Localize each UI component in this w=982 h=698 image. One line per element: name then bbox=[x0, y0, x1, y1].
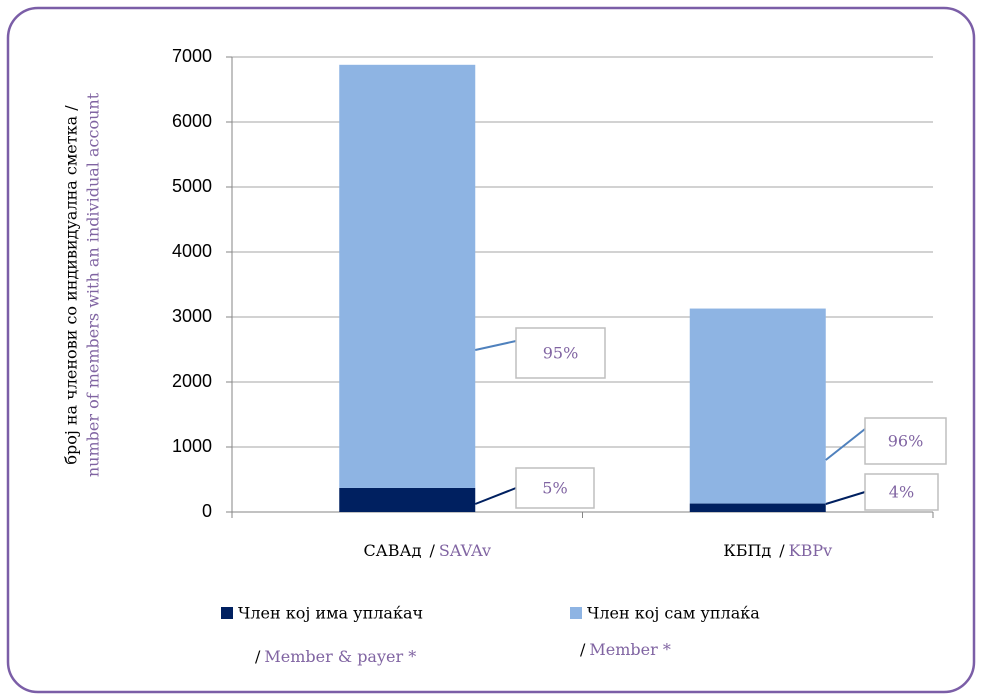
data-label: 5% bbox=[542, 479, 567, 498]
y-axis-label: број на членови со индивидуална сметка / bbox=[62, 105, 81, 465]
label-box bbox=[864, 417, 947, 465]
y-tick-label: 0 bbox=[202, 501, 212, 521]
y-tick-label: 7000 bbox=[172, 46, 212, 66]
label-leader bbox=[825, 491, 866, 505]
bar-segment bbox=[339, 64, 476, 488]
category-en: SAVAv bbox=[439, 541, 491, 560]
y-tick-label: 4000 bbox=[172, 241, 212, 261]
legend-swatch bbox=[570, 607, 582, 619]
x-tick-label: КБПд / KBPv bbox=[723, 541, 832, 560]
label-box bbox=[864, 473, 939, 511]
legend-label: Член кој сам уплаќа bbox=[587, 604, 760, 623]
separator: / bbox=[779, 541, 785, 560]
frame bbox=[6, 6, 976, 694]
y-tick-label: 5000 bbox=[172, 176, 212, 196]
y-tick-label: 3000 bbox=[172, 306, 212, 326]
label-leader bbox=[475, 340, 517, 351]
data-label: 96% bbox=[888, 432, 924, 451]
legend-en: Member & payer * bbox=[264, 647, 416, 666]
y-tick-label: 6000 bbox=[172, 111, 212, 131]
label-box bbox=[515, 327, 606, 379]
separator: / bbox=[580, 640, 586, 659]
label-leader bbox=[825, 428, 866, 461]
y-tick-label: 2000 bbox=[172, 371, 212, 391]
label-leader bbox=[474, 487, 517, 505]
category-en: KBPv bbox=[789, 541, 833, 560]
data-label: 95% bbox=[543, 344, 579, 363]
bar-segment bbox=[689, 308, 826, 504]
label-box bbox=[515, 467, 595, 509]
separator: / bbox=[430, 541, 436, 560]
y-tick-label: 1000 bbox=[172, 436, 212, 456]
category: КБПд bbox=[723, 541, 771, 560]
x-tick-label: САВАд / SAVAv bbox=[363, 541, 491, 560]
legend-label: Член кој има уплаќач bbox=[238, 604, 423, 623]
category: САВАд bbox=[363, 541, 421, 560]
data-label: 4% bbox=[889, 483, 914, 502]
separator: / bbox=[255, 647, 261, 666]
bar-segment bbox=[689, 503, 826, 512]
bar-segment bbox=[339, 487, 476, 512]
legend-label-en: / Member & payer * bbox=[255, 647, 416, 666]
legend-swatch bbox=[221, 607, 233, 619]
legend-label-en: / Member * bbox=[580, 640, 671, 659]
y-axis-label-en: number of members with an individual acc… bbox=[84, 92, 103, 477]
legend-en: Member * bbox=[589, 640, 670, 659]
